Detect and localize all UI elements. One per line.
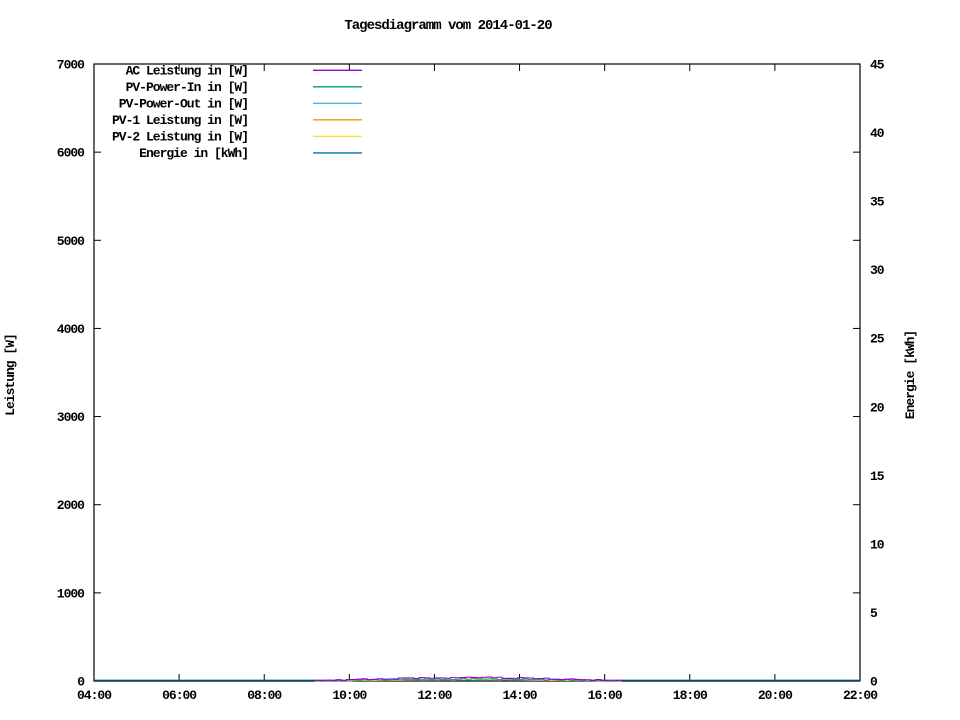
svg-text:PV-Power-Out in [W]: PV-Power-Out in [W] bbox=[119, 96, 248, 111]
svg-text:5000: 5000 bbox=[57, 234, 85, 249]
svg-text:Energie in [kWh]: Energie in [kWh] bbox=[139, 146, 248, 161]
svg-text:08:00: 08:00 bbox=[247, 688, 282, 703]
svg-text:22:00: 22:00 bbox=[843, 688, 878, 703]
svg-text:PV-1 Leistung in [W]: PV-1 Leistung in [W] bbox=[112, 113, 248, 128]
svg-text:7000: 7000 bbox=[57, 58, 85, 73]
svg-text:10: 10 bbox=[870, 537, 885, 552]
svg-text:AC Leistung in [W]: AC Leistung in [W] bbox=[126, 63, 248, 78]
svg-text:Energie [kWh]: Energie [kWh] bbox=[903, 331, 918, 419]
svg-text:PV-Power-In in [W]: PV-Power-In in [W] bbox=[126, 80, 248, 95]
svg-text:25: 25 bbox=[870, 332, 885, 347]
svg-text:16:00: 16:00 bbox=[588, 688, 623, 703]
svg-text:10:00: 10:00 bbox=[332, 688, 367, 703]
svg-text:30: 30 bbox=[870, 263, 885, 278]
svg-text:5: 5 bbox=[870, 606, 878, 621]
svg-text:4000: 4000 bbox=[57, 322, 85, 337]
svg-text:2000: 2000 bbox=[57, 498, 85, 513]
svg-text:18:00: 18:00 bbox=[673, 688, 708, 703]
svg-text:20: 20 bbox=[870, 400, 885, 415]
svg-text:PV-2 Leistung in [W]: PV-2 Leistung in [W] bbox=[112, 129, 248, 144]
svg-text:6000: 6000 bbox=[57, 146, 85, 161]
svg-text:45: 45 bbox=[870, 58, 885, 73]
svg-text:Leistung [W]: Leistung [W] bbox=[3, 334, 18, 416]
svg-text:04:00: 04:00 bbox=[77, 688, 112, 703]
svg-text:40: 40 bbox=[870, 126, 885, 141]
svg-text:3000: 3000 bbox=[57, 410, 85, 425]
svg-text:Tagesdiagramm vom 2014-01-20: Tagesdiagramm vom 2014-01-20 bbox=[344, 18, 552, 34]
svg-text:12:00: 12:00 bbox=[417, 688, 452, 703]
svg-text:1000: 1000 bbox=[57, 586, 85, 601]
svg-text:20:00: 20:00 bbox=[758, 688, 793, 703]
svg-text:06:00: 06:00 bbox=[162, 688, 197, 703]
svg-text:14:00: 14:00 bbox=[503, 688, 538, 703]
svg-text:15: 15 bbox=[870, 469, 885, 484]
svg-text:35: 35 bbox=[870, 195, 885, 210]
